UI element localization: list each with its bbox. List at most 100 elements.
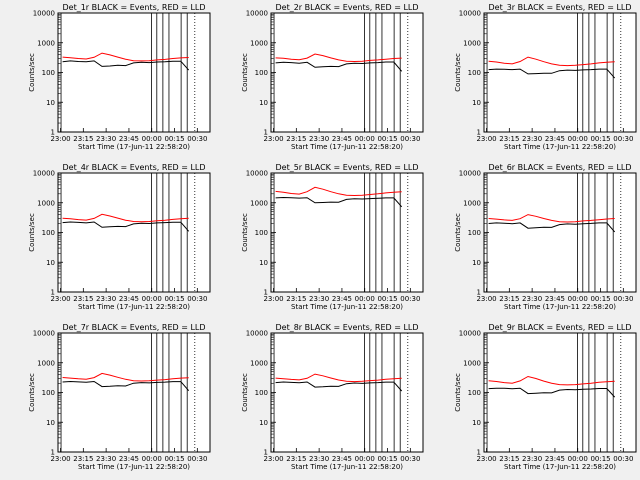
y-tick-label: 1000: [463, 39, 481, 47]
series-line-lld: [62, 372, 189, 382]
y-tick-label: 10: [472, 419, 481, 427]
plot-area: [484, 13, 636, 132]
panel-det-1: Det_1r BLACK = Events, RED = LLD 23:00 23:…: [28, 3, 211, 151]
x-tick-label: 23:45: [545, 455, 565, 463]
x-tick-label: 00:15: [164, 295, 184, 303]
y-axis-title: Counts/sec: [28, 373, 36, 412]
panel-det-4: Det_4r BLACK = Events, RED = LLD 23:00 23:…: [28, 163, 211, 311]
y-tick-label: 10: [259, 419, 268, 427]
y-tick-label: 10000: [33, 10, 55, 18]
y-tick-label: 10000: [459, 170, 481, 178]
y-axis-title: Counts/sec: [241, 213, 249, 252]
y-axis-title: Counts/sec: [454, 373, 462, 412]
y-axis-title: Counts/sec: [28, 53, 36, 92]
x-tick-label: 23:30: [309, 455, 329, 463]
y-tick-label: 100: [255, 229, 268, 237]
plot-area: [58, 333, 210, 452]
x-tick-label: 00:30: [613, 135, 633, 143]
series-line-events: [62, 60, 190, 71]
x-tick-label: 00:00: [568, 295, 588, 303]
series-line-events: [488, 222, 616, 233]
series-line-events: [62, 380, 190, 392]
y-tick-label: 1: [51, 289, 55, 297]
x-tick-label: 23:30: [522, 455, 542, 463]
series-line-lld: [488, 214, 615, 223]
x-axis-title: Start Time (17-Jun-11 22:58:20): [291, 143, 403, 151]
x-tick-label: 23:15: [499, 135, 519, 143]
plot-area: [271, 173, 423, 292]
x-tick-label: 23:00: [50, 135, 70, 143]
x-tick-label: 00:15: [590, 455, 610, 463]
x-tick-label: 23:00: [263, 135, 283, 143]
x-tick-label: 00:15: [377, 455, 397, 463]
series-line-events: [275, 196, 403, 208]
plot-frame: [270, 332, 424, 453]
series-line-events: [62, 221, 190, 232]
plot-frame: [270, 12, 424, 133]
x-tick-label: 23:45: [332, 455, 352, 463]
y-tick-label: 10000: [33, 170, 55, 178]
x-tick-label: 23:00: [263, 295, 283, 303]
y-tick-label: 1000: [250, 39, 268, 47]
x-tick-label: 23:30: [522, 135, 542, 143]
x-tick-label: 00:30: [400, 295, 420, 303]
y-tick-label: 1000: [463, 359, 481, 367]
x-tick-label: 23:30: [96, 455, 116, 463]
y-tick-label: 1000: [250, 359, 268, 367]
x-tick-label: 23:30: [522, 295, 542, 303]
plot-frame: [57, 12, 211, 133]
chart-title: Det_7r BLACK = Events, RED = LLD: [62, 323, 205, 332]
y-tick-label: 10: [46, 419, 55, 427]
plot-frame: [57, 332, 211, 453]
x-axis-title: Start Time (17-Jun-11 22:58:20): [504, 463, 616, 471]
y-tick-label: 1000: [463, 199, 481, 207]
y-tick-label: 1: [264, 449, 268, 457]
series-line-lld: [275, 53, 402, 63]
chart-title: Det_8r BLACK = Events, RED = LLD: [275, 323, 418, 332]
x-tick-label: 00:00: [568, 135, 588, 143]
y-tick-label: 1: [264, 129, 268, 137]
x-tick-label: 00:15: [164, 135, 184, 143]
x-tick-label: 00:00: [142, 295, 162, 303]
plot-area: [271, 333, 423, 452]
x-tick-label: 23:30: [309, 135, 329, 143]
x-tick-label: 23:45: [332, 295, 352, 303]
y-tick-label: 100: [42, 229, 55, 237]
x-axis-title: Start Time (17-Jun-11 22:58:20): [291, 303, 403, 311]
chart-title: Det_4r BLACK = Events, RED = LLD: [62, 163, 205, 172]
x-tick-label: 00:15: [164, 455, 184, 463]
x-tick-label: 00:30: [187, 295, 207, 303]
y-tick-label: 100: [468, 69, 481, 77]
x-tick-label: 00:30: [613, 455, 633, 463]
plot-frame: [483, 12, 637, 133]
plot-area: [484, 173, 636, 292]
x-tick-label: 23:00: [476, 295, 496, 303]
series-line-events: [275, 381, 403, 392]
x-tick-label: 00:30: [400, 455, 420, 463]
y-tick-label: 10: [472, 99, 481, 107]
x-axis-title: Start Time (17-Jun-11 22:58:20): [504, 143, 616, 151]
chart-title: Det_1r BLACK = Events, RED = LLD: [62, 3, 205, 12]
x-tick-label: 00:00: [355, 455, 375, 463]
x-tick-label: 00:00: [142, 455, 162, 463]
x-tick-label: 23:15: [73, 135, 93, 143]
x-tick-label: 00:00: [355, 295, 375, 303]
plot-frame: [270, 172, 424, 293]
chart-title: Det_2r BLACK = Events, RED = LLD: [275, 3, 418, 12]
plot-area: [58, 173, 210, 292]
y-axis-title: Counts/sec: [241, 53, 249, 92]
x-tick-label: 23:30: [96, 295, 116, 303]
x-tick-label: 23:30: [309, 295, 329, 303]
x-tick-label: 23:15: [499, 295, 519, 303]
y-tick-label: 100: [42, 389, 55, 397]
y-tick-label: 1: [477, 289, 481, 297]
x-axis-title: Start Time (17-Jun-11 22:58:20): [291, 463, 403, 471]
x-tick-label: 23:15: [499, 455, 519, 463]
y-tick-label: 1: [51, 129, 55, 137]
x-tick-label: 23:00: [50, 295, 70, 303]
y-axis-title: Counts/sec: [454, 53, 462, 92]
